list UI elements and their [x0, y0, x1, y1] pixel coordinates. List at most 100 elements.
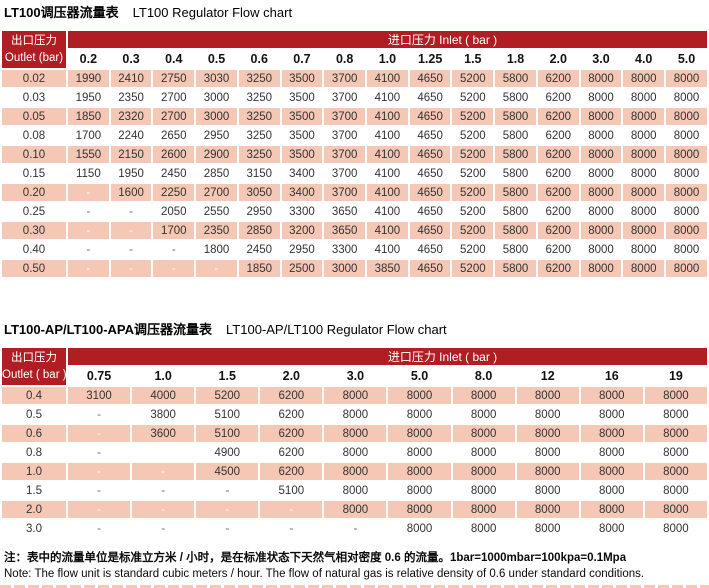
flow-cell: - — [132, 501, 195, 518]
flow-cell: 8000 — [580, 70, 622, 87]
table1-title: LT100调压器流量表 LT100 Regulator Flow chart — [4, 5, 709, 20]
flow-cell: 8000 — [516, 501, 579, 518]
inlet-col-header: 4.0 — [623, 50, 665, 68]
flow-cell: 3500 — [281, 108, 323, 125]
table1-title-en: LT100 Regulator Flow chart — [132, 5, 293, 20]
flow-cell: 8000 — [580, 520, 643, 537]
flow-cell: 4100 — [367, 222, 408, 239]
table-row: 0.6-3600 5100 6200 8000 8000 8000 8000 8000 8000 — [2, 425, 707, 442]
flow-cell: 3650 — [324, 222, 366, 239]
flow-cell: 5200 — [452, 203, 494, 220]
flow-cell: 8000 — [623, 70, 665, 87]
flow-cell: 8000 — [452, 520, 515, 537]
flow-cell: 5200 — [452, 165, 494, 182]
inlet-col-header: 1.0 — [132, 367, 195, 385]
flow-cell: 3700 — [324, 70, 366, 87]
flow-cell: 1950 — [68, 89, 109, 106]
flow-cell: 4100 — [367, 241, 408, 258]
flow-cell: 8000 — [580, 203, 622, 220]
flow-cell: 2320 — [110, 108, 152, 125]
flow-cell: 8000 — [644, 501, 707, 518]
table-row: 1.5- - -5100 8000 8000 8000 8000 8000 8000 — [2, 482, 707, 499]
flow-cell: 8000 — [580, 463, 643, 480]
flow-cell: 5800 — [495, 127, 536, 144]
flow-cell — [132, 444, 195, 461]
table-row: 0.40- - -1800 2450 2950 3300 4100 4650 5200 5800 6… — [2, 241, 707, 258]
flow-cell: - — [68, 222, 109, 239]
flow-cell: 4650 — [409, 70, 451, 87]
inlet-col-header: 5.0 — [388, 367, 451, 385]
inlet-col-header: 19 — [644, 367, 707, 385]
flow-cell: 2700 — [153, 108, 195, 125]
flow-cell: 6200 — [537, 108, 579, 125]
table-row: 0.10 1550 2150 2600 2900 3250 3500 3700 4100 4650… — [2, 146, 707, 163]
flow-cell: - — [196, 260, 237, 277]
outlet-row-label: 0.50 — [2, 260, 66, 277]
outlet-row-label: 0.05 — [2, 108, 66, 125]
flow-cell: 8000 — [516, 520, 579, 537]
table2-title-en: LT100-AP/LT100 Regulator Flow chart — [226, 322, 447, 337]
flow-cell: 6200 — [537, 241, 579, 258]
flow-cell: 4650 — [409, 241, 451, 258]
flow-cell: 8000 — [644, 444, 707, 461]
lt100-flow-table: 出口压力 Outlet (bar) 进口压力 Inlet ( bar ) 0.2 0.3… — [0, 29, 709, 279]
flow-cell: 3700 — [324, 146, 366, 163]
inlet-col-header: 5.0 — [666, 50, 707, 68]
flow-cell: 8000 — [644, 463, 707, 480]
flow-cell: 6200 — [537, 89, 579, 106]
flow-cell: 4100 — [367, 165, 408, 182]
table-row: 0.25- -2050 2550 2950 3300 3650 4100 4650 5200 58… — [2, 203, 707, 220]
flow-cell: 4900 — [196, 444, 259, 461]
outlet-row-label: 2.0 — [2, 501, 66, 518]
flow-cell: 5200 — [452, 222, 494, 239]
inlet-col-header: 0.6 — [238, 50, 280, 68]
flow-cell: 5200 — [452, 89, 494, 106]
flow-cell: - — [196, 520, 259, 537]
flow-cell: 8000 — [644, 425, 707, 442]
flow-cell: 4500 — [196, 463, 259, 480]
flow-cell: 6200 — [260, 406, 323, 423]
table-row: 0.03 1950 2350 2700 3000 3250 3500 3700 4100 4650… — [2, 89, 707, 106]
flow-cell: 2950 — [196, 127, 237, 144]
table2-title: LT100-AP/LT100-APA调压器流量表 LT100-AP/LT100 R… — [4, 322, 709, 337]
inlet-col-header: 0.3 — [110, 50, 152, 68]
flow-cell: 4100 — [367, 184, 408, 201]
flow-cell: 6200 — [260, 444, 323, 461]
outlet-row-label: 0.40 — [2, 241, 66, 258]
inlet-col-header: 0.4 — [153, 50, 195, 68]
flow-cell: 8000 — [324, 444, 387, 461]
flow-cell: 8000 — [623, 127, 665, 144]
flow-cell: 6200 — [260, 425, 323, 442]
flow-cell: - — [132, 463, 195, 480]
flow-cell: 3700 — [324, 127, 366, 144]
flow-cell: 6200 — [537, 260, 579, 277]
flow-cell: 8000 — [516, 425, 579, 442]
flow-cell: 5200 — [196, 387, 259, 404]
flow-cell: 5800 — [495, 70, 536, 87]
flow-cell: 4000 — [132, 387, 195, 404]
flow-cell: 8000 — [644, 387, 707, 404]
flow-cell: 8000 — [388, 501, 451, 518]
flow-cell: 4650 — [409, 146, 451, 163]
flow-cell: 3000 — [324, 260, 366, 277]
inlet-col-header: 1.25 — [409, 50, 451, 68]
table-row: 0.50- - - -1850 2500 3000 3850 4650 5200 5800 6200… — [2, 260, 707, 277]
flow-cell: 3250 — [238, 127, 280, 144]
flow-cell: 3250 — [238, 70, 280, 87]
inlet-col-header: 3.0 — [324, 367, 387, 385]
flow-cell: 3400 — [281, 184, 323, 201]
flow-cell: 8000 — [623, 165, 665, 182]
flow-cell: 8000 — [623, 89, 665, 106]
footnote-zh: 注：表中的流量单位是标准立方米 / 小时，是在标准状态下天然气相对密度 0.6 … — [4, 552, 627, 564]
outlet-pressure-header: 出口压力 Outlet (bar) — [2, 31, 66, 68]
flow-cell: 8000 — [666, 260, 707, 277]
flow-cell: - — [110, 241, 152, 258]
table-row: 2.0- - - -8000 8000 8000 8000 8000 8000 — [2, 501, 707, 518]
inlet-col-header: 0.7 — [281, 50, 323, 68]
flow-cell: 5800 — [495, 241, 536, 258]
flow-cell: 5800 — [495, 222, 536, 239]
flow-cell: 8000 — [623, 146, 665, 163]
outlet-row-label: 0.4 — [2, 387, 66, 404]
flow-cell: - — [153, 260, 195, 277]
flow-cell: 8000 — [623, 108, 665, 125]
